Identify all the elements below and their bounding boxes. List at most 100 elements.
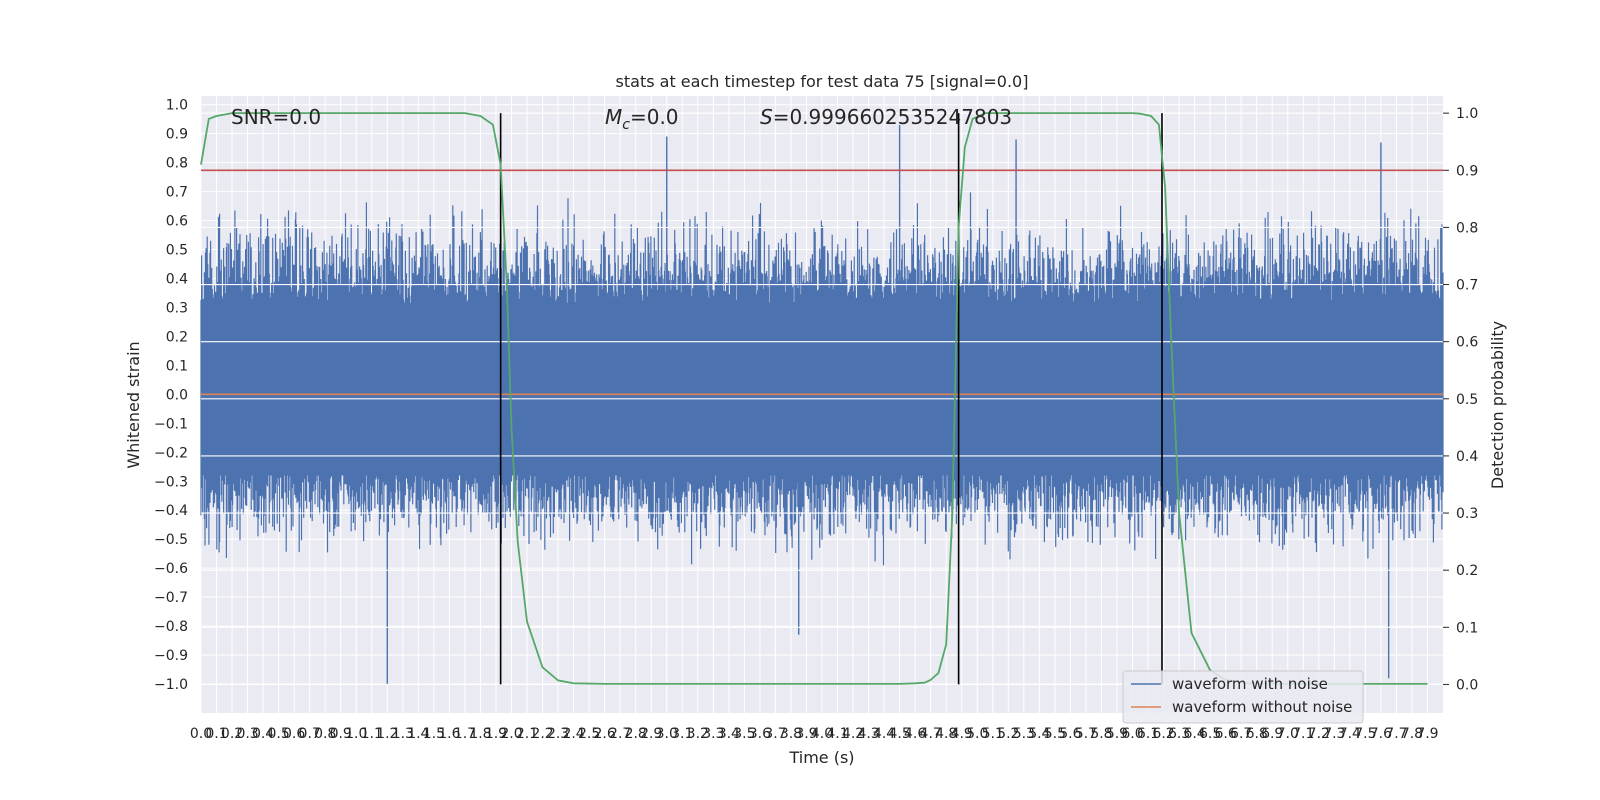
x-tick-label: 5.6 [1059, 726, 1081, 742]
x-tick-label: 6.8 [1246, 726, 1268, 742]
x-tick-label: 0.0 [190, 726, 212, 742]
legend: waveform with noise waveform without noi… [1122, 670, 1364, 724]
legend-label-noise: waveform with noise [1172, 675, 1328, 693]
x-tick-label: 7.2 [1308, 726, 1330, 742]
x-tick-label: 3.3 [702, 726, 724, 742]
x-tick-label: 4.5 [888, 726, 910, 742]
s-symbol: S [760, 105, 773, 129]
x-tick-label: 7.9 [1416, 726, 1438, 742]
x-tick-label: 3.9 [795, 726, 817, 742]
x-tick-label: 7.5 [1354, 726, 1376, 742]
x-tick-label: 2.1 [516, 726, 538, 742]
y-tick-label-left: −0.2 [154, 445, 188, 461]
x-tick-label: 1.8 [469, 726, 491, 742]
x-tick-label: 6.4 [1183, 726, 1205, 742]
x-tick-label: 6.5 [1199, 726, 1221, 742]
y-tick-label-left: 0.5 [166, 243, 188, 259]
x-tick-label: 7.4 [1339, 726, 1361, 742]
y-tick-label-left: 0.0 [166, 387, 188, 403]
y-tick-label-left: −0.8 [154, 619, 188, 635]
x-tick-label: 4.0 [811, 726, 833, 742]
y-tick-label-left: −1.0 [154, 677, 188, 693]
x-tick-label: 3.1 [671, 726, 693, 742]
y-tick-label-right: 0.1 [1456, 620, 1478, 636]
x-tick-label: 4.4 [873, 726, 895, 742]
x-tick-label: 7.8 [1401, 726, 1423, 742]
x-tick-label: 5.2 [997, 726, 1019, 742]
x-tick-label: 1.9 [485, 726, 507, 742]
y-tick-label-left: 0.6 [166, 214, 188, 230]
x-tick-label: 5.9 [1106, 726, 1128, 742]
x-tick-label: 0.5 [267, 726, 289, 742]
x-tick-label: 4.1 [826, 726, 848, 742]
legend-label-clean: waveform without noise [1172, 698, 1352, 716]
x-tick-label: 6.3 [1168, 726, 1190, 742]
x-tick-label: 7.0 [1277, 726, 1299, 742]
y-axis-label-left: Whitened strain [124, 341, 143, 468]
y-axis-label-right: Detection probability [1488, 321, 1507, 489]
x-tick-label: 2.0 [500, 726, 522, 742]
x-tick-label: 6.7 [1230, 726, 1252, 742]
x-tick-label: 1.1 [361, 726, 383, 742]
probability-curve [200, 112, 1428, 685]
x-tick-label: 5.5 [1044, 726, 1066, 742]
x-tick-label: 4.6 [904, 726, 926, 742]
x-tick-label: 2.3 [547, 726, 569, 742]
x-tick-label: 5.0 [966, 726, 988, 742]
x-tick-label: 0.1 [205, 726, 227, 742]
chart-title: stats at each timestep for test data 75 … [616, 72, 1029, 91]
snr-annotation: SNR=0.0 [231, 105, 321, 129]
s-annotation: S=0.9996602535247803 [760, 105, 1012, 129]
x-tick-label: 6.6 [1215, 726, 1237, 742]
x-tick-label: 0.4 [252, 726, 274, 742]
x-tick-label: 3.5 [733, 726, 755, 742]
x-tick-label: 2.4 [562, 726, 584, 742]
mc-annotation: Mc=0.0 [605, 105, 679, 133]
x-tick-label: 5.7 [1075, 726, 1097, 742]
y-tick-label-right: 0.2 [1456, 563, 1478, 579]
x-tick-labels: 0.00.10.20.30.40.50.60.70.80.91.01.11.2 1… [190, 726, 1439, 742]
y-tick-label-right: 0.6 [1456, 335, 1478, 351]
x-tick-label: 1.2 [376, 726, 398, 742]
x-tick-label: 3.6 [749, 726, 771, 742]
y-tick-label-right: 0.3 [1456, 506, 1478, 522]
y-tick-label-right: 0.4 [1456, 449, 1478, 465]
x-tick-label: 0.6 [283, 726, 305, 742]
y-tick-label-left: 1.0 [166, 98, 188, 114]
x-tick-label: 2.6 [594, 726, 616, 742]
y-tick-label-right: 0.5 [1456, 392, 1478, 408]
x-tick-label: 0.7 [299, 726, 321, 742]
x-tick-label: 4.2 [842, 726, 864, 742]
x-tick-label: 3.2 [687, 726, 709, 742]
x-tick-label: 5.1 [982, 726, 1004, 742]
y-tick-label-left: −0.6 [154, 561, 188, 577]
x-tick-label: 2.8 [625, 726, 647, 742]
y-tick-label-left: −0.7 [154, 590, 188, 606]
y-tick-label-left: −0.5 [154, 532, 188, 548]
mc-symbol: M [605, 105, 622, 129]
x-tick-label: 7.1 [1292, 726, 1314, 742]
x-tick-label: 3.4 [718, 726, 740, 742]
x-tick-label: 0.3 [236, 726, 258, 742]
x-tick-label: 0.2 [221, 726, 243, 742]
x-tick-label: 6.9 [1261, 726, 1283, 742]
legend-box [1122, 670, 1364, 724]
y-tick-label-left: −0.4 [154, 503, 188, 519]
x-tick-label: 6.2 [1152, 726, 1174, 742]
y-tick-label-right: 0.9 [1456, 163, 1478, 179]
x-tick-label: 4.7 [920, 726, 942, 742]
x-tick-label: 3.7 [764, 726, 786, 742]
x-tick-label: 0.9 [330, 726, 352, 742]
x-tick-label: 7.6 [1370, 726, 1392, 742]
y-tick-label-left: 0.3 [166, 300, 188, 316]
x-tick-label: 1.0 [345, 726, 367, 742]
y-tick-label-right: 0.0 [1456, 677, 1478, 693]
y-tick-label-left: −0.1 [154, 416, 188, 432]
x-tick-label: 2.9 [640, 726, 662, 742]
y-tick-label-left: 0.4 [166, 271, 188, 287]
x-tick-label: 1.6 [438, 726, 460, 742]
x-tick-label: 0.8 [314, 726, 336, 742]
x-tick-label: 6.0 [1121, 726, 1143, 742]
s-value: =0.9996602535247803 [773, 105, 1012, 129]
x-tick-label: 7.3 [1323, 726, 1345, 742]
